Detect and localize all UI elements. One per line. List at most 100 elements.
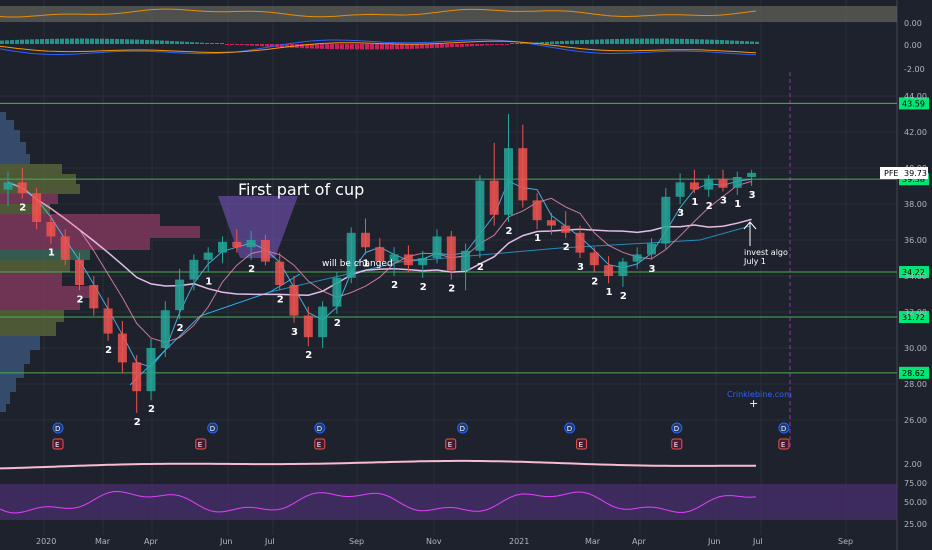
candle-body [575, 232, 585, 253]
candle-body [175, 279, 185, 311]
dividend-marker-label: D [55, 425, 60, 433]
macd-histogram-bar [645, 38, 649, 44]
candle-count-label: 2 [277, 294, 284, 305]
macd-histogram-bar [160, 40, 164, 44]
macd-histogram-bar [35, 39, 39, 44]
candle-body [232, 241, 242, 248]
macd-histogram-bar [25, 39, 29, 44]
macd-tick-low: -2.00 [904, 65, 925, 74]
candle-count-label: 1 [734, 199, 741, 210]
macd-histogram-bar [270, 44, 274, 47]
price-tick-label: 30.00 [904, 344, 927, 353]
time-axis-label: Sep [349, 537, 364, 546]
last-price-symbol: PFE [884, 169, 898, 178]
trend-label: will be changed [322, 259, 393, 269]
macd-histogram-bar [375, 44, 379, 50]
macd-histogram-bar [710, 39, 714, 44]
macd-histogram-bar [225, 44, 229, 45]
macd-histogram-bar [695, 39, 699, 44]
candle-body [446, 236, 456, 271]
macd-histogram-bar [245, 44, 249, 46]
earnings-marker-label: E [579, 441, 583, 449]
dividend-marker-label: D [781, 425, 786, 433]
candle-body [160, 310, 170, 348]
earnings-marker [314, 438, 326, 450]
macd-histogram-bar [405, 44, 409, 49]
macd-histogram-bar [350, 44, 354, 50]
candle-count-label: 3 [677, 208, 684, 219]
volume-profile-bar [0, 194, 58, 204]
earnings-marker [671, 438, 683, 450]
earnings-marker-label: E [55, 441, 59, 449]
macd-histogram-bar [170, 41, 174, 44]
macd-histogram-bar [200, 42, 204, 44]
macd-histogram-bar [300, 44, 304, 49]
volume-profile-bar [0, 250, 90, 260]
macd-histogram-bar [625, 38, 629, 44]
macd-histogram-bar [335, 44, 339, 50]
dividend-marker-label: D [317, 425, 322, 433]
macd-histogram-bar [570, 40, 574, 44]
macd-histogram-bar [650, 38, 654, 44]
macd-histogram-bar [555, 41, 559, 44]
macd-histogram-bar [750, 41, 754, 44]
macd-histogram-bar [315, 44, 319, 49]
macd-histogram-bar [700, 39, 704, 44]
crosshair-plus-icon[interactable]: + [749, 397, 758, 410]
candle-body [418, 258, 428, 266]
candle-body [318, 306, 328, 338]
macd-histogram-bar [485, 44, 489, 46]
macd-histogram-bar [165, 40, 169, 44]
macd-histogram-bar [140, 39, 144, 44]
macd-histogram-bar [585, 39, 589, 44]
price-tick-label: 36.00 [904, 236, 927, 245]
macd-histogram-bar [145, 39, 149, 44]
candle-body [246, 240, 256, 248]
candle-body [546, 220, 556, 226]
candle-body [389, 254, 399, 262]
macd-histogram-bar [475, 44, 479, 46]
candle-body [60, 236, 70, 260]
horizontal-level-label: 39.38 [902, 175, 925, 184]
candle-body [618, 261, 628, 276]
watermark: Crinklebine.com [727, 390, 792, 399]
candle-count-label: 1 [205, 276, 212, 287]
macd-histogram-bar [285, 44, 289, 48]
macd-histogram-bar [600, 39, 604, 44]
candle-body [260, 240, 270, 262]
candle-count-label: 2 [77, 294, 84, 305]
price-tick-label: 26.00 [904, 416, 927, 425]
candle-body [289, 285, 299, 316]
time-axis-label: Mar [585, 537, 601, 546]
macd-histogram-bar [340, 44, 344, 50]
candle-body [704, 178, 714, 190]
earnings-marker [445, 438, 457, 450]
macd-histogram-bar [450, 44, 454, 48]
candle-count-label: 2 [620, 291, 627, 302]
candle-body [632, 254, 642, 262]
dividend-marker [671, 422, 683, 434]
macd-histogram-bar [540, 42, 544, 44]
candle-body [132, 362, 142, 392]
macd-histogram-bar [260, 44, 264, 47]
macd-histogram-bar [715, 39, 719, 44]
dividend-marker [564, 422, 576, 434]
dividend-marker [207, 422, 219, 434]
macd-histogram-bar [440, 44, 444, 48]
horizontal-level-label-bg [899, 366, 929, 379]
macd-histogram-bar [430, 44, 434, 49]
time-axis-label: Jul [752, 537, 763, 546]
macd-histogram-bar [680, 38, 684, 44]
candle-body [103, 308, 113, 334]
macd-histogram-bar [185, 41, 189, 44]
macd-histogram-bar [445, 44, 449, 48]
time-axis-label: Apr [632, 537, 647, 546]
candle-body [361, 232, 370, 248]
macd-histogram-bar [670, 38, 674, 44]
horizontal-level-label-bg [899, 311, 929, 324]
candle-body [718, 178, 728, 188]
horizontal-level-label-bg [899, 97, 929, 110]
candle-body [747, 172, 757, 177]
invest-arrow-head [743, 221, 757, 230]
